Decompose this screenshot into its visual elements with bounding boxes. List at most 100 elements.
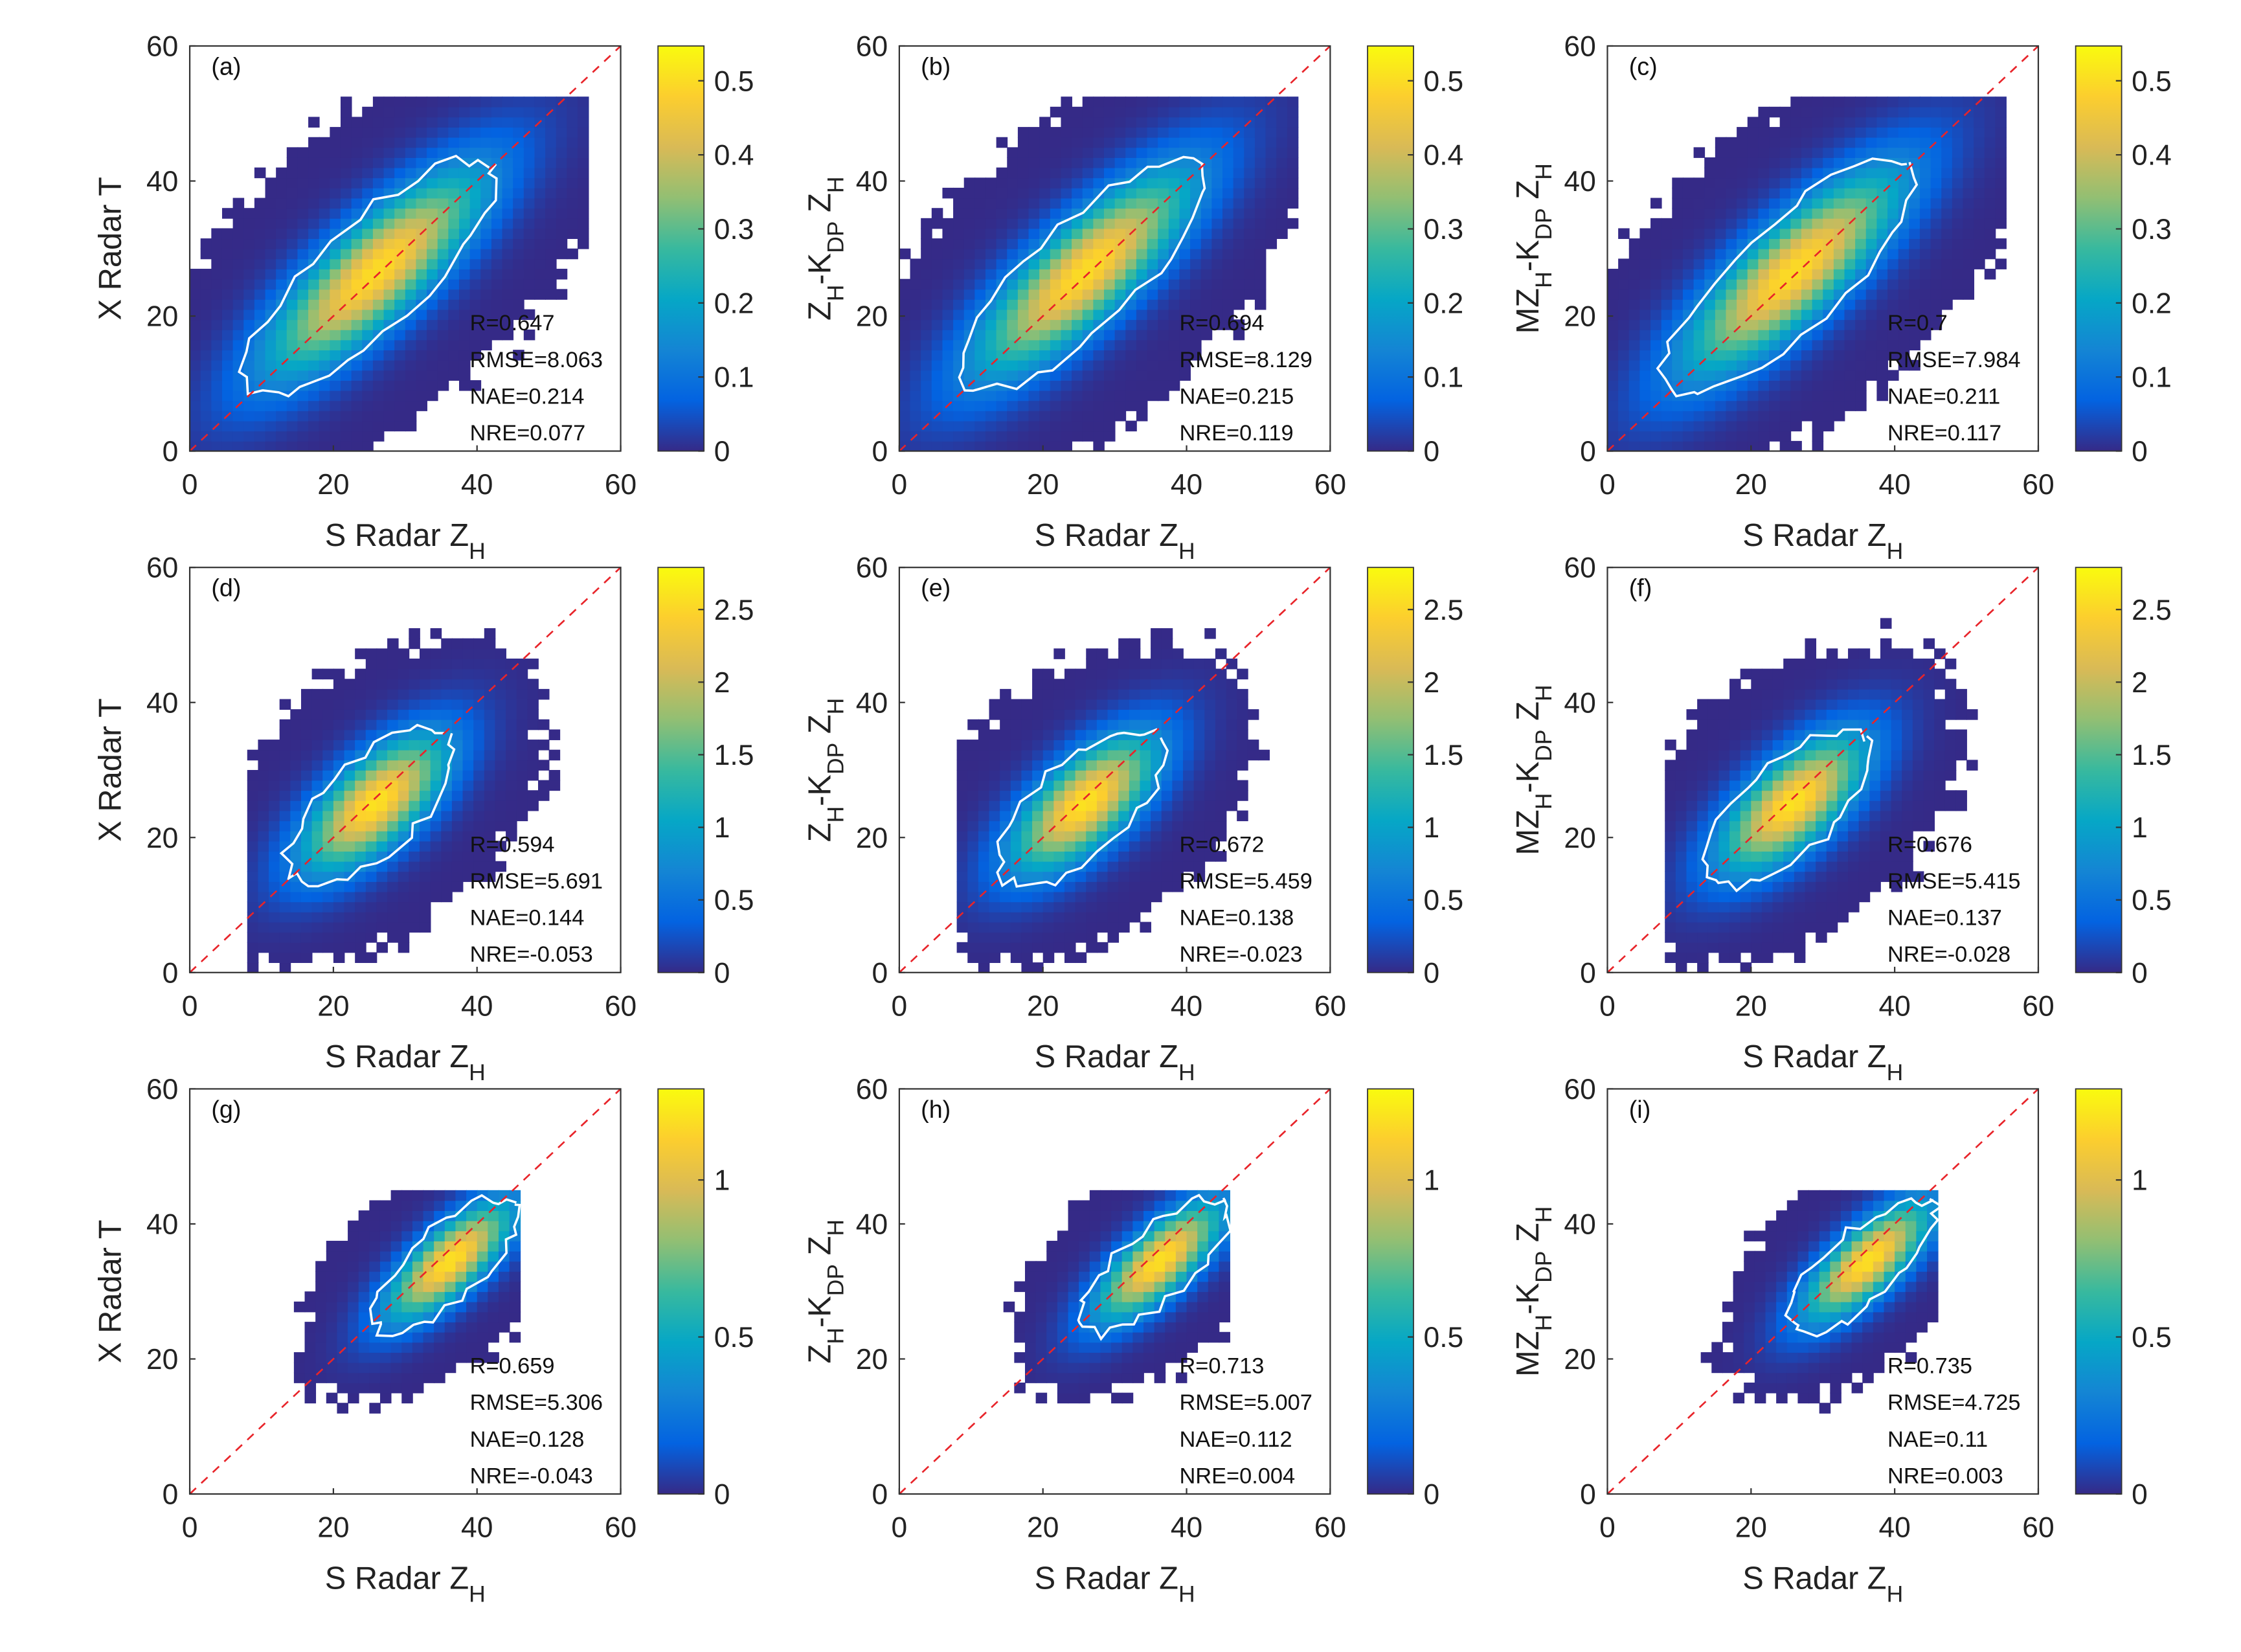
axes-box bbox=[1606, 45, 2040, 452]
heatmap-cell bbox=[1028, 440, 1041, 452]
heatmap-cell bbox=[506, 749, 517, 761]
heatmap-cell bbox=[1082, 350, 1094, 361]
heatmap-cell bbox=[469, 299, 482, 310]
heatmap-cell bbox=[1244, 137, 1256, 148]
heatmap-cell bbox=[1639, 309, 1651, 321]
heatmap-cell bbox=[1682, 350, 1695, 361]
heatmap-cell bbox=[1887, 309, 1899, 321]
heatmap-cell bbox=[1215, 688, 1227, 700]
heatmap-cell bbox=[1226, 658, 1238, 670]
heatmap-cell bbox=[996, 359, 1008, 371]
heatmap-cell bbox=[1779, 117, 1792, 128]
heatmap-cell bbox=[1779, 258, 1792, 269]
heatmap-cell bbox=[1000, 688, 1011, 700]
heatmap-cell bbox=[1823, 370, 1834, 381]
axes-box bbox=[188, 45, 622, 452]
heatmap-cell bbox=[1812, 147, 1824, 158]
heatmap-cell bbox=[330, 440, 341, 452]
heatmap-cell bbox=[1790, 380, 1802, 391]
heatmap-cell bbox=[1672, 420, 1684, 432]
heatmap-cell bbox=[537, 760, 550, 771]
heatmap-cell bbox=[344, 679, 356, 690]
heatmap-cell bbox=[1161, 881, 1173, 892]
heatmap-cell bbox=[1161, 851, 1173, 862]
heatmap-cell bbox=[1737, 157, 1748, 168]
heatmap-cell bbox=[1697, 962, 1709, 973]
heatmap-cell bbox=[1179, 147, 1191, 158]
heatmap-cell bbox=[1136, 198, 1148, 209]
heatmap-cell bbox=[910, 278, 922, 290]
heatmap-cell bbox=[1114, 269, 1127, 280]
heatmap-cell bbox=[1129, 901, 1141, 912]
heatmap-cell bbox=[1140, 861, 1151, 872]
heatmap-cell bbox=[1984, 167, 1996, 179]
heatmap-cell bbox=[1129, 699, 1141, 710]
heatmap-cell bbox=[502, 299, 514, 310]
heatmap-cell bbox=[340, 400, 352, 411]
heatmap-cell bbox=[1779, 400, 1792, 411]
heatmap-cell bbox=[458, 278, 471, 290]
heatmap-cell bbox=[416, 329, 427, 341]
heatmap-cell bbox=[1204, 790, 1216, 801]
heatmap-cell bbox=[1072, 359, 1083, 371]
heatmap-cell bbox=[931, 248, 943, 260]
heatmap-cell bbox=[1233, 208, 1245, 219]
heatmap-cell bbox=[1697, 871, 1709, 882]
heatmap-cell bbox=[319, 359, 331, 371]
heatmap-cell bbox=[300, 952, 313, 964]
heatmap-cell bbox=[1096, 719, 1109, 730]
heatmap-cell bbox=[1168, 380, 1180, 391]
heatmap-cell bbox=[985, 319, 997, 330]
heatmap-cell bbox=[1114, 329, 1127, 341]
heatmap-cell bbox=[265, 289, 277, 300]
heatmap-cell bbox=[1222, 248, 1234, 260]
heatmap-cell bbox=[956, 841, 969, 852]
heatmap-cell bbox=[344, 800, 356, 811]
heatmap-cell bbox=[286, 218, 298, 229]
label-part: S Radar Z bbox=[1035, 1039, 1178, 1074]
heatmap-cell bbox=[1061, 187, 1072, 199]
heatmap-cell bbox=[1747, 380, 1759, 391]
heatmap-cell bbox=[308, 420, 320, 432]
heatmap-cell bbox=[419, 881, 431, 892]
heatmap-cell bbox=[441, 648, 453, 659]
heatmap-cell bbox=[1772, 668, 1785, 680]
heatmap-cell bbox=[448, 289, 460, 300]
heatmap-cell bbox=[333, 810, 345, 822]
heatmap-cell bbox=[1064, 830, 1076, 842]
heatmap-cell bbox=[921, 400, 932, 411]
heatmap-cell bbox=[1952, 177, 1964, 188]
heatmap-cell bbox=[221, 339, 234, 351]
heatmap-cell bbox=[1715, 228, 1727, 240]
heatmap-cell bbox=[319, 380, 331, 391]
heatmap-cell bbox=[290, 881, 302, 892]
heatmap-cell bbox=[953, 339, 965, 351]
heatmap-cell bbox=[1697, 719, 1709, 730]
heatmap-cell bbox=[953, 309, 965, 321]
heatmap-cell bbox=[1675, 952, 1687, 964]
heatmap-cell bbox=[1855, 400, 1867, 411]
heatmap-cell bbox=[1812, 359, 1824, 371]
heatmap-cell bbox=[527, 688, 539, 700]
heatmap-cell bbox=[1898, 127, 1910, 138]
heatmap-cell bbox=[1618, 228, 1630, 240]
heatmap-cell bbox=[1136, 248, 1148, 260]
heatmap-cell bbox=[1693, 278, 1706, 290]
heatmap-cell bbox=[967, 861, 979, 872]
heatmap-cell bbox=[1028, 238, 1041, 249]
heatmap-cell bbox=[1032, 901, 1044, 912]
heatmap-cell bbox=[506, 658, 517, 670]
heatmap-cell bbox=[405, 278, 417, 290]
heatmap-cell bbox=[297, 167, 309, 179]
heatmap-cell bbox=[1686, 861, 1698, 872]
heatmap-cell bbox=[1107, 881, 1120, 892]
heatmap-cell bbox=[258, 891, 269, 903]
heatmap-cell bbox=[1129, 760, 1141, 771]
heatmap-cell bbox=[996, 177, 1008, 188]
heatmap-cell bbox=[534, 248, 546, 260]
heatmap-cell bbox=[311, 922, 324, 933]
heatmap-cell bbox=[1790, 238, 1802, 249]
heatmap-cell bbox=[513, 269, 524, 280]
heatmap-cell bbox=[1898, 299, 1910, 310]
heatmap-cell bbox=[1963, 218, 1975, 229]
